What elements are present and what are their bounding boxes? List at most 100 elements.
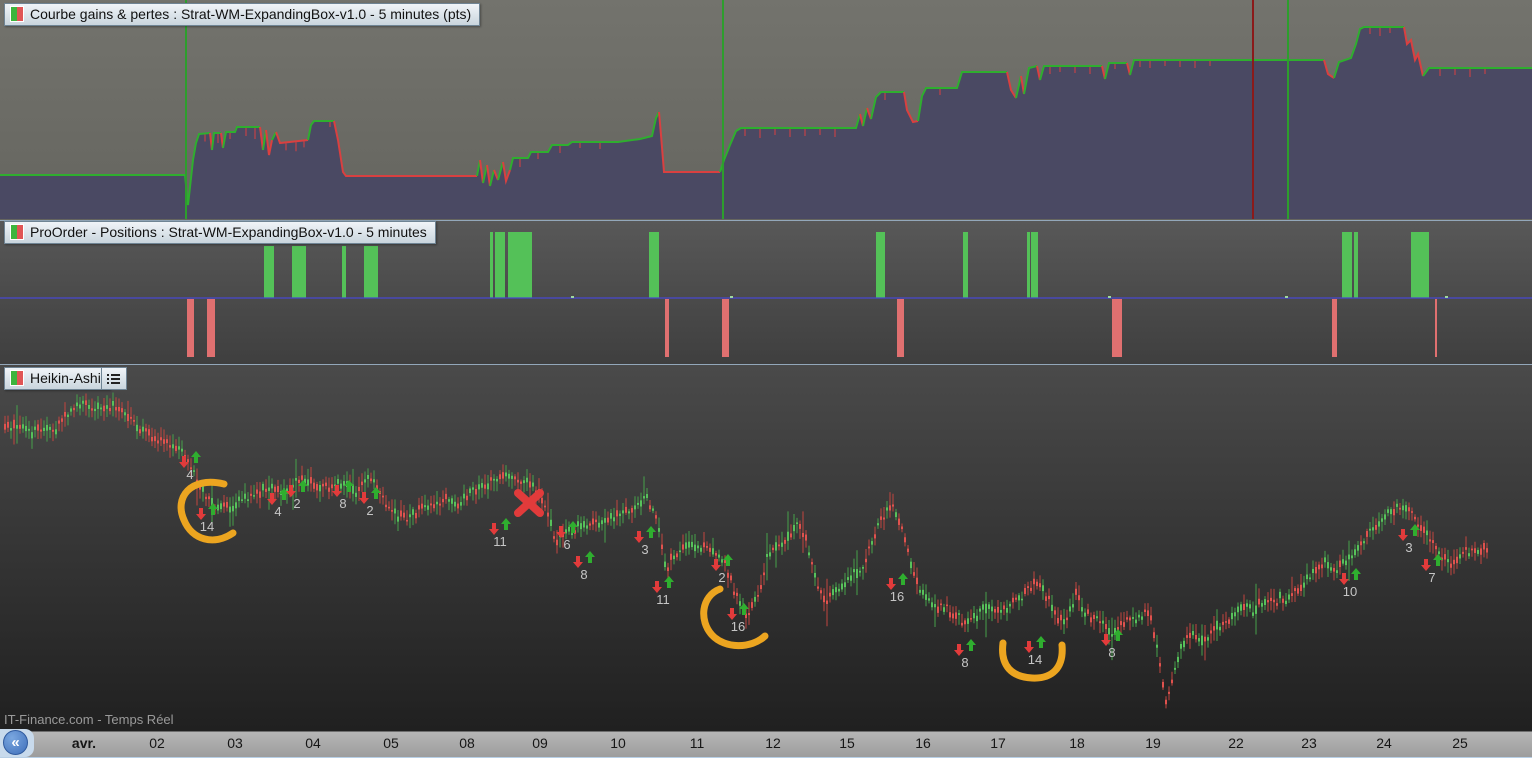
candle-body bbox=[1120, 621, 1122, 626]
candle-body bbox=[823, 595, 825, 603]
candle-body bbox=[604, 518, 606, 523]
price-panel-titlebar[interactable]: Heikin-Ashi bbox=[4, 367, 110, 390]
short-position-bar bbox=[665, 299, 669, 357]
candle-body bbox=[385, 504, 387, 508]
candle-body bbox=[805, 534, 807, 541]
candle-body bbox=[154, 436, 156, 442]
positions-panel[interactable] bbox=[0, 220, 1532, 364]
price-chart-panel[interactable] bbox=[0, 364, 1532, 731]
candle-body bbox=[484, 484, 486, 489]
candle-body bbox=[1219, 626, 1221, 631]
candle-body bbox=[1063, 619, 1065, 625]
candle-body bbox=[130, 416, 132, 419]
candle-body bbox=[259, 491, 261, 498]
candle-body bbox=[1267, 600, 1269, 603]
candle-body bbox=[1264, 599, 1266, 606]
collapse-sidebar-button[interactable]: « bbox=[3, 730, 28, 755]
flat-position-dot bbox=[730, 296, 733, 298]
candle-body bbox=[913, 572, 915, 576]
candle-body bbox=[907, 548, 909, 552]
candle-body bbox=[892, 504, 894, 507]
chart-bars-icon bbox=[10, 6, 24, 22]
candle-body bbox=[1297, 588, 1299, 594]
candle-body bbox=[1408, 507, 1410, 512]
up-arrow-icon bbox=[664, 576, 674, 588]
candle-body bbox=[1015, 597, 1017, 600]
candle-body bbox=[403, 512, 405, 518]
candle-body bbox=[625, 506, 627, 513]
candle-body bbox=[85, 400, 87, 405]
up-arrow-icon bbox=[344, 480, 354, 492]
equity-line-segment bbox=[275, 131, 309, 145]
short-position-bar bbox=[187, 299, 194, 357]
candle-body bbox=[1168, 691, 1170, 694]
candle-body bbox=[106, 405, 108, 409]
candle-body bbox=[1345, 560, 1347, 566]
candle-body bbox=[1150, 615, 1152, 621]
flat-position-dot bbox=[1108, 296, 1111, 298]
candle-body bbox=[4, 423, 6, 430]
candle-body bbox=[736, 592, 738, 596]
candle-body bbox=[133, 419, 135, 422]
candle-body bbox=[409, 514, 411, 518]
orange-cup bbox=[999, 639, 1066, 682]
candle-body bbox=[1429, 539, 1431, 542]
up-arrow-icon bbox=[646, 526, 656, 538]
long-position-bar bbox=[1342, 232, 1352, 298]
candle-body bbox=[673, 555, 675, 560]
candle-body bbox=[253, 495, 255, 497]
time-axis[interactable]: avr. 02 03 04 05 08 09 10 11 12 15 16 17 18 19 22 23 24 25 bbox=[0, 731, 1532, 757]
candle-body bbox=[844, 582, 846, 588]
candle-body bbox=[1027, 586, 1029, 588]
candle-body bbox=[19, 424, 21, 429]
candle-body bbox=[1423, 526, 1425, 533]
candle-body bbox=[514, 476, 516, 480]
candle-body bbox=[910, 561, 912, 569]
equity-line-segment bbox=[271, 131, 277, 141]
candle-body bbox=[664, 561, 666, 568]
candle-body bbox=[82, 400, 84, 404]
positions-panel-titlebar[interactable]: ProOrder - Positions : Strat-WM-Expandin… bbox=[4, 221, 436, 244]
candle-body bbox=[889, 505, 891, 511]
candle-body bbox=[208, 496, 210, 500]
long-position-bar bbox=[1031, 232, 1038, 298]
candle-body bbox=[157, 440, 159, 444]
candle-body bbox=[922, 589, 924, 595]
candle-body bbox=[1117, 627, 1119, 631]
candle-body bbox=[475, 488, 477, 495]
candle-body bbox=[1327, 562, 1329, 569]
candle-body bbox=[580, 523, 582, 530]
candle-body bbox=[967, 618, 969, 624]
candle-body bbox=[67, 414, 69, 417]
candle-body bbox=[1279, 591, 1281, 599]
candle-body bbox=[802, 532, 804, 538]
candle-body bbox=[817, 586, 819, 589]
trade-marker-count: 2 bbox=[293, 496, 300, 511]
equity-panel-titlebar[interactable]: Courbe gains & pertes : Strat-WM-Expandi… bbox=[4, 3, 481, 26]
candle-body bbox=[556, 539, 558, 546]
cancel-x-marker bbox=[514, 489, 544, 517]
candle-body bbox=[877, 523, 879, 526]
candle-body bbox=[1021, 598, 1023, 601]
equity-line-segment bbox=[1101, 65, 1106, 80]
candle-body bbox=[400, 510, 402, 517]
candle-body bbox=[1372, 527, 1374, 531]
candle-body bbox=[1114, 627, 1116, 635]
candle-body bbox=[748, 613, 750, 616]
candle-body bbox=[706, 546, 708, 548]
trade-marker-count: 16 bbox=[731, 619, 745, 634]
indicator-properties-button[interactable] bbox=[101, 367, 127, 390]
candle-body bbox=[1273, 599, 1275, 603]
candle-body bbox=[1480, 548, 1482, 555]
candle-body bbox=[1132, 617, 1134, 619]
candle-body bbox=[973, 612, 975, 619]
candle-body bbox=[1090, 617, 1092, 623]
candle-body bbox=[781, 542, 783, 547]
candle-body bbox=[1180, 643, 1182, 649]
candle-body bbox=[1261, 603, 1263, 607]
down-arrow-icon bbox=[652, 581, 662, 593]
candle-body bbox=[886, 507, 888, 511]
candle-body bbox=[490, 477, 492, 481]
candle-body bbox=[670, 553, 672, 560]
